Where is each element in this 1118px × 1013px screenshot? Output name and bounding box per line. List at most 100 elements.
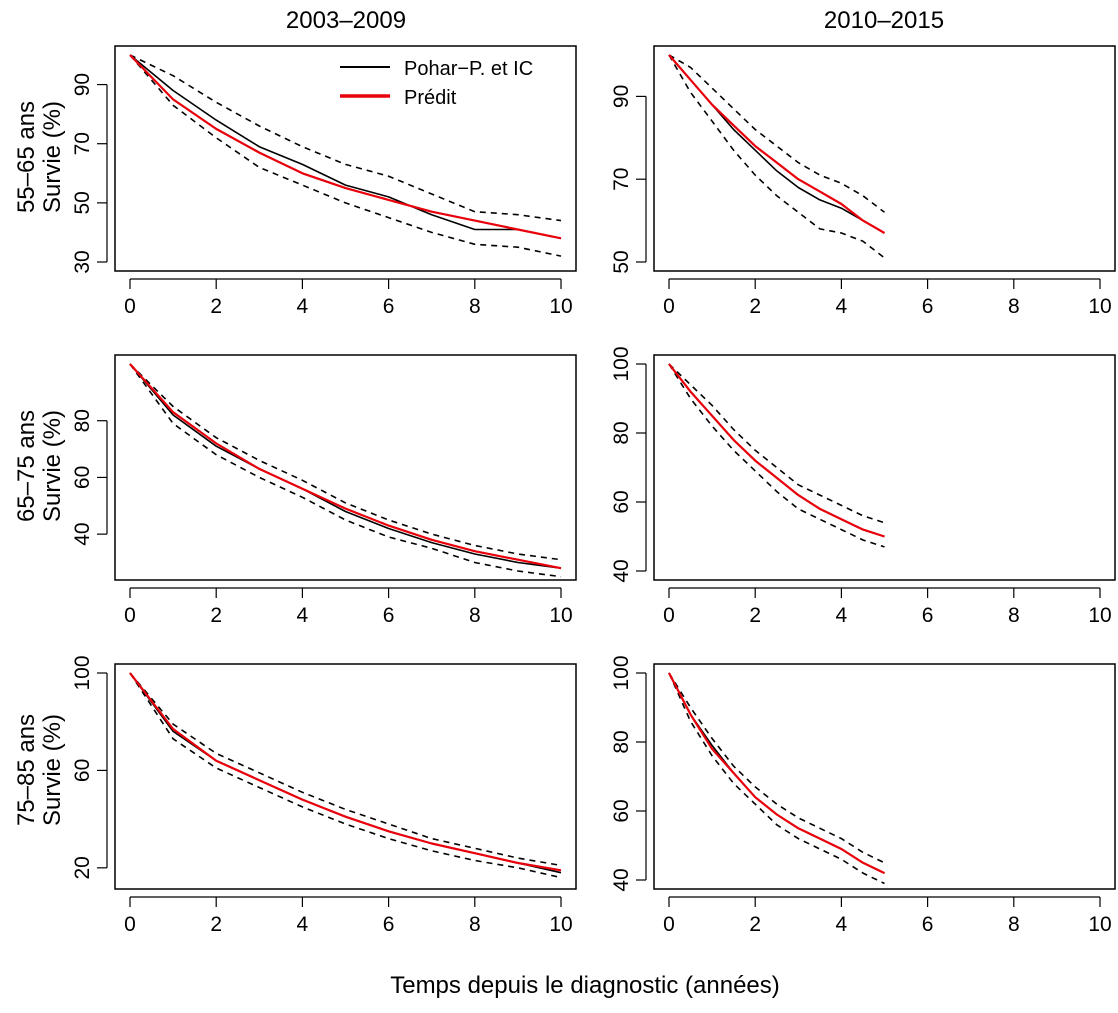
x-tick-label: 0 <box>663 295 675 318</box>
row-label-55-65: 55–65 ans <box>13 101 40 213</box>
series-ci-lower-line <box>129 672 562 879</box>
series-observed-line <box>129 672 562 874</box>
x-tick-label: 4 <box>836 604 848 627</box>
y-tick-label: 70 <box>610 168 633 191</box>
row-ylabel-55-65: Survie (%) <box>39 101 66 213</box>
x-tick-label: 4 <box>297 913 309 936</box>
plot-frame <box>653 354 1116 581</box>
y-tick-label: 40 <box>71 522 94 545</box>
y-tick-label: 90 <box>610 85 633 108</box>
row-label-75-85: 75–85 ans <box>13 714 40 826</box>
y-tick-label: 50 <box>71 191 94 214</box>
y-tick-label: 40 <box>610 868 633 891</box>
series-ci-upper-line <box>129 54 562 222</box>
plot-frame <box>114 45 577 272</box>
x-tick-label: 6 <box>383 913 395 936</box>
x-tick-label: 0 <box>124 913 136 936</box>
x-tick-label: 4 <box>836 295 848 318</box>
x-tick-label: 8 <box>469 913 481 936</box>
y-tick-label: 90 <box>71 73 94 96</box>
panel-2: 0 2 4 6 8 10 50 70 90 <box>610 45 1116 318</box>
series-predicted-line <box>129 363 562 570</box>
legend-label-predicted: Prédit <box>404 87 457 109</box>
panel-6: 0 2 4 6 8 10 40 60 80 100 <box>610 655 1116 936</box>
x-tick-label: 8 <box>469 295 481 318</box>
series-ci-upper-line <box>129 672 562 867</box>
series-observed-line <box>129 363 562 569</box>
x-tick-label: 4 <box>836 913 848 936</box>
row-label-65-75: 65–75 ans <box>13 410 40 522</box>
x-tick-label: 4 <box>297 604 309 627</box>
x-axis-title: Temps depuis le diagnostic (années) <box>390 972 780 999</box>
series-predicted-line <box>668 54 886 234</box>
panel-3: 0 2 4 6 8 10 40 60 80 <box>71 354 577 627</box>
series-ci-lower-line <box>668 54 885 259</box>
x-tick-label: 10 <box>549 295 572 318</box>
x-tick-label: 0 <box>124 604 136 627</box>
x-tick-label: 2 <box>210 913 222 936</box>
x-tick-label: 8 <box>1008 295 1020 318</box>
panel-1: 0 2 4 6 8 10 30 50 70 90 <box>71 45 577 318</box>
y-tick-label: 20 <box>71 856 94 879</box>
x-tick-label: 10 <box>1088 295 1111 318</box>
x-tick-label: 2 <box>210 295 222 318</box>
y-tick-label: 60 <box>610 490 633 513</box>
column-title-right: 2010–2015 <box>824 7 944 34</box>
series-ci-upper-line <box>668 54 885 213</box>
x-tick-label: 4 <box>297 295 309 318</box>
x-tick-label: 10 <box>549 604 572 627</box>
series-predicted-line <box>668 363 885 538</box>
x-tick-label: 6 <box>922 295 934 318</box>
x-tick-label: 2 <box>749 295 761 318</box>
row-ylabel-65-75: Survie (%) <box>39 410 66 522</box>
series-predicted-line <box>129 672 562 872</box>
series-observed-line <box>668 672 885 874</box>
series-predicted-line <box>129 54 562 240</box>
plot-frame <box>653 663 1116 890</box>
series-ci-upper-line <box>129 363 562 561</box>
y-tick-label: 100 <box>71 655 94 690</box>
x-tick-label: 6 <box>383 604 395 627</box>
series-predicted-line <box>668 672 885 875</box>
x-tick-label: 0 <box>124 295 136 318</box>
y-tick-label: 100 <box>610 655 633 690</box>
plot-frame <box>114 354 577 581</box>
y-tick-label: 80 <box>610 730 633 753</box>
x-tick-label: 0 <box>663 913 675 936</box>
x-tick-label: 2 <box>749 913 761 936</box>
x-tick-label: 8 <box>1008 913 1020 936</box>
series-ci-lower-line <box>129 54 562 257</box>
x-tick-label: 10 <box>1088 604 1111 627</box>
y-tick-label: 30 <box>71 250 94 273</box>
x-tick-label: 2 <box>749 604 761 627</box>
x-tick-label: 10 <box>549 913 572 936</box>
series-ci-lower-line <box>668 672 885 885</box>
panel-4: 0 2 4 6 8 10 40 60 80 100 <box>610 346 1116 627</box>
x-tick-label: 6 <box>922 604 934 627</box>
y-tick-label: 60 <box>610 799 633 822</box>
x-tick-label: 2 <box>210 604 222 627</box>
y-tick-label: 60 <box>71 759 94 782</box>
x-tick-label: 6 <box>383 295 395 318</box>
series-ci-lower-line <box>129 363 562 578</box>
x-tick-label: 0 <box>663 604 675 627</box>
series-observed-line <box>129 54 562 240</box>
column-title-left: 2003–2009 <box>286 7 406 34</box>
series-ci-upper-line <box>668 672 885 864</box>
plot-frame <box>114 663 577 890</box>
legend-label-observed: Pohar−P. et IC <box>404 58 533 80</box>
y-tick-label: 70 <box>71 132 94 155</box>
y-tick-label: 100 <box>610 346 633 381</box>
y-tick-label: 40 <box>610 559 633 582</box>
y-tick-label: 80 <box>71 409 94 432</box>
x-tick-label: 8 <box>1008 604 1020 627</box>
row-ylabel-75-85: Survie (%) <box>39 714 66 826</box>
series-observed-line <box>668 54 885 234</box>
series-ci-lower-line <box>668 363 885 548</box>
plot-frame <box>653 45 1116 272</box>
y-tick-label: 80 <box>610 421 633 444</box>
x-tick-label: 6 <box>922 913 934 936</box>
legend: Pohar−P. et IC Prédit <box>340 58 533 109</box>
